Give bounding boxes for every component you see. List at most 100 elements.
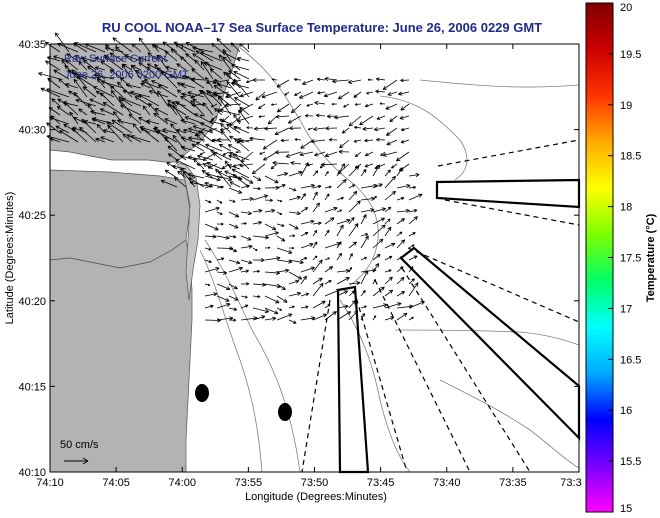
current-vector [187,91,205,98]
current-vector [228,307,238,311]
current-vector [204,76,214,89]
current-vector [228,318,237,322]
current-vector [252,175,262,181]
current-vector [210,103,218,108]
current-vector [175,101,196,116]
current-vector [376,137,386,142]
current-vector [111,119,133,134]
current-vector [398,91,410,96]
current-vector [259,151,266,155]
current-vector [264,223,277,231]
current-vector [228,175,243,181]
surface-current-vectors [38,32,425,324]
current-vector [204,267,220,273]
current-vector [276,183,286,189]
current-vector [207,163,218,169]
current-vector [343,103,350,108]
current-vector [53,69,70,80]
current-vector [264,198,273,202]
current-vector [396,218,405,225]
current-vector [288,259,304,265]
current-vector [384,269,392,273]
current-vector [360,214,367,225]
current-vector [138,37,151,53]
current-vector [110,90,124,107]
current-vector [160,71,178,89]
current-vector [408,282,419,297]
current-vector [372,207,387,213]
current-vector [220,123,232,134]
current-vector [199,151,206,156]
current-vector [239,163,254,168]
current-vector [360,290,366,297]
current-vector [252,282,267,287]
current-vector [288,246,295,250]
current-vector [204,184,213,189]
current-vector [216,295,230,302]
current-vector [264,208,276,213]
current-vector [240,196,254,202]
current-vector [101,80,124,89]
current-vector [194,59,205,71]
y-tick-label: 40:30 [18,125,46,137]
current-vector [117,119,133,125]
current-vector [188,127,205,134]
current-vector [258,103,266,110]
current-vector [252,269,260,273]
current-vector [276,172,289,177]
current-vector [104,56,124,71]
current-vector [375,89,386,94]
current-vector [204,223,219,231]
current-vector [183,128,196,134]
current-vector [400,78,410,83]
current-vector [276,199,283,203]
current-vector [165,65,178,71]
current-vector [384,175,396,189]
current-vector [312,300,326,309]
current-vector [180,56,196,71]
current-vector [44,41,61,53]
current-vector [372,195,377,201]
current-vector [300,275,307,285]
current-vector [65,83,79,89]
current-vector [252,194,269,201]
current-vector [109,52,124,62]
current-vector [68,90,79,98]
current-vector [94,66,106,71]
current-vector [206,161,223,170]
inset-current-label: Raw Surface Current [64,53,167,65]
current-vector [367,78,374,81]
current-vector [216,211,223,215]
current-vector [285,151,302,158]
current-vector [112,111,124,125]
current-vector [249,136,266,141]
y-tick-label: 40:25 [18,210,46,222]
current-vector [353,125,362,130]
current-vector [157,90,169,107]
current-vector [271,78,278,81]
current-vector [217,137,230,142]
current-vector [218,54,232,71]
current-vector [65,59,79,71]
current-vector [396,231,403,237]
current-vector [240,282,250,286]
current-vector [235,150,242,154]
current-vector [236,56,250,62]
x-tick-label: 73:35 [499,477,527,489]
current-vector [120,77,133,89]
current-vector [294,138,302,141]
current-vector [324,193,330,201]
current-vector [228,283,238,290]
current-vector [199,122,223,134]
current-vector [167,145,187,161]
current-vector [314,100,326,106]
x-axis: 74:10 74:05 74:00 73:55 73:50 73:45 73:40 73:35… [36,44,582,489]
current-vector [324,266,334,273]
current-vector [408,193,423,201]
current-vector [288,223,299,230]
current-vector [262,139,278,150]
current-vector [59,130,79,143]
current-vector [300,243,314,249]
current-vector [95,137,106,143]
current-vector [373,127,386,132]
